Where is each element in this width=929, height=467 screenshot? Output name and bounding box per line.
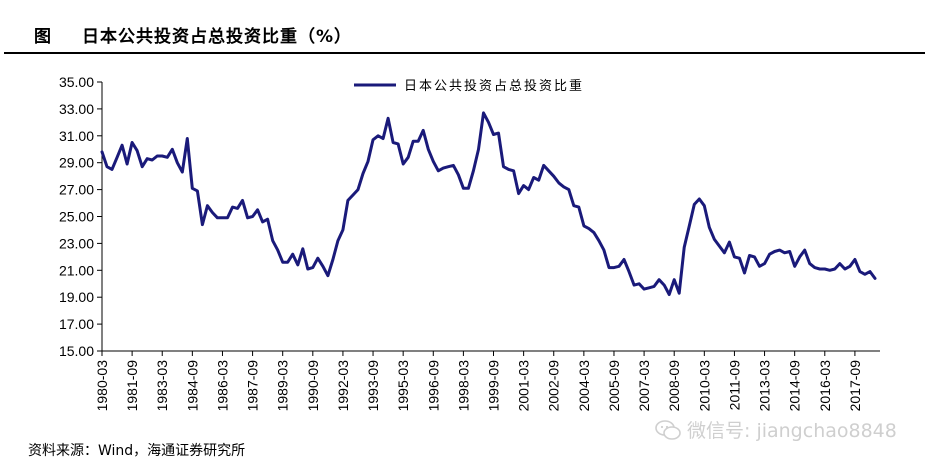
x-tick-label: 2014-09 <box>787 360 803 412</box>
x-tick-label: 2005-09 <box>606 360 622 412</box>
legend: 日本公共投资占总投资比重 <box>354 78 584 94</box>
x-tick-label: 2013-03 <box>757 360 773 412</box>
figure-label: 图 <box>34 27 51 47</box>
x-tick-label: 1983-03 <box>154 360 170 412</box>
x-tick-label: 1980-03 <box>94 360 110 412</box>
x-tick-label: 2001-03 <box>516 360 532 412</box>
y-tick-label: 21.00 <box>59 262 94 278</box>
x-tick-label: 1984-09 <box>184 360 200 412</box>
x-tick-label: 2011-09 <box>726 360 742 411</box>
x-tick-label: 2017-09 <box>847 360 863 412</box>
x-tick-label: 2002-09 <box>546 360 562 412</box>
x-tick-label: 1992-03 <box>335 360 351 412</box>
x-tick-label: 2007-03 <box>636 360 652 412</box>
y-tick-label: 35.00 <box>59 74 94 90</box>
x-tick-label: 2016-03 <box>817 360 833 412</box>
y-tick-label: 33.00 <box>59 101 94 117</box>
x-tick-label: 1993-09 <box>365 360 381 412</box>
y-tick-label: 31.00 <box>59 128 94 144</box>
y-tick-label: 29.00 <box>59 155 94 171</box>
series-line <box>100 111 877 296</box>
x-tick-label: 1996-09 <box>425 360 441 412</box>
x-tick-label: 1981-09 <box>124 360 140 412</box>
x-tick-label: 2010-03 <box>696 360 712 412</box>
watermark-text: 微信号: jiangchao8848 <box>687 420 897 442</box>
x-axis: 1980-03 1981-09 1983-03 1984-09 1986-03 1987-… <box>94 350 880 412</box>
x-tick-label: 1987-09 <box>245 360 261 412</box>
series-layer <box>100 111 877 296</box>
source-note: 资料来源：Wind，海通证券研究所 <box>28 443 246 459</box>
x-tick-label: 1986-03 <box>214 360 230 412</box>
y-tick-label: 15.00 <box>59 343 94 359</box>
y-tick-label: 19.00 <box>59 289 94 305</box>
x-tick-label: 1998-03 <box>455 360 471 412</box>
x-tick-label: 1989-03 <box>275 360 291 412</box>
y-tick-label: 25.00 <box>59 209 94 225</box>
x-tick-label: 2008-09 <box>666 360 682 412</box>
figure-title: 日本公共投资占总投资比重（%） <box>82 27 353 47</box>
line-chart: 35.00 33.00 31.00 29.00 27.00 25.00 23.00 21.00… <box>59 74 880 412</box>
y-tick-label: 27.00 <box>59 182 94 198</box>
x-tick-label: 1995-03 <box>395 360 411 412</box>
y-tick-label: 17.00 <box>59 316 94 332</box>
figure-header: 图 日本公共投资占总投资比重（%） <box>4 18 925 54</box>
watermark: 微信号: jiangchao8848 <box>655 416 897 443</box>
wechat-icon <box>655 419 681 440</box>
y-axis: 35.00 33.00 31.00 29.00 27.00 25.00 23.00 21.00… <box>59 74 103 359</box>
legend-label: 日本公共投资占总投资比重 <box>404 78 584 94</box>
x-tick-label: 1999-09 <box>486 360 502 412</box>
y-tick-label: 23.00 <box>59 235 94 251</box>
x-tick-label: 2004-03 <box>576 360 592 412</box>
x-tick-label: 1990-09 <box>305 360 321 412</box>
